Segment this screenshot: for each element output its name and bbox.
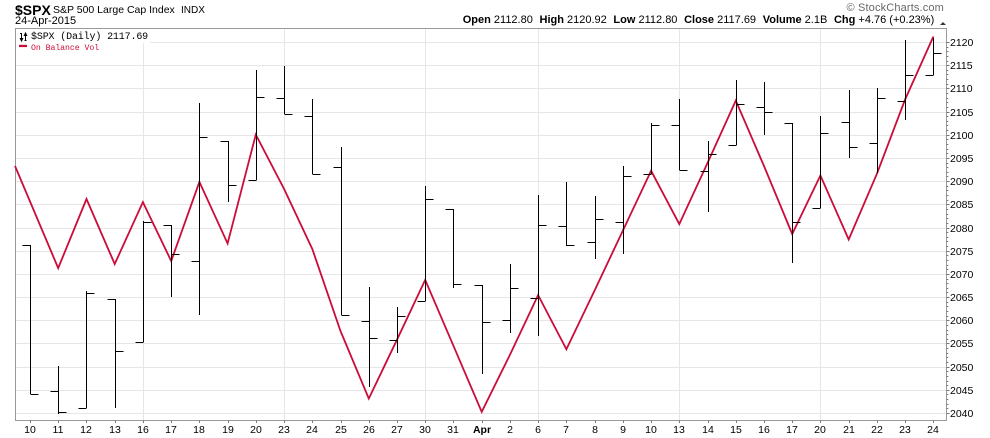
svg-text:2115: 2115	[950, 60, 973, 72]
svg-text:2055: 2055	[950, 338, 974, 350]
svg-text:2065: 2065	[950, 292, 974, 304]
svg-text:30: 30	[419, 424, 431, 436]
svg-text:2070: 2070	[950, 269, 974, 281]
svg-text:11: 11	[53, 424, 64, 436]
svg-text:14: 14	[702, 424, 714, 436]
svg-text:17: 17	[165, 424, 177, 436]
svg-text:9: 9	[620, 424, 626, 436]
svg-text:20: 20	[250, 424, 262, 436]
svg-text:8: 8	[592, 424, 598, 436]
svg-text:2120: 2120	[950, 37, 974, 49]
svg-text:12: 12	[80, 424, 92, 436]
svg-text:13: 13	[673, 424, 685, 436]
svg-text:10: 10	[645, 424, 657, 436]
svg-text:19: 19	[222, 424, 234, 436]
svg-text:13: 13	[109, 424, 121, 436]
svg-text:2040: 2040	[950, 408, 974, 420]
svg-text:26: 26	[363, 424, 375, 436]
svg-text:22: 22	[871, 424, 883, 436]
svg-text:7: 7	[563, 424, 569, 436]
svg-text:23: 23	[899, 424, 911, 436]
svg-text:24: 24	[306, 424, 318, 436]
svg-text:16: 16	[137, 424, 149, 436]
svg-text:$SPX (Daily) 2117.69: $SPX (Daily) 2117.69	[31, 31, 148, 43]
svg-text:23: 23	[278, 424, 290, 436]
svg-text:20: 20	[814, 424, 826, 436]
svg-text:On Balance Vol: On Balance Vol	[31, 43, 99, 53]
svg-text:2105: 2105	[950, 107, 974, 119]
svg-text:2080: 2080	[950, 223, 974, 235]
svg-text:31: 31	[447, 424, 459, 436]
svg-text:17: 17	[786, 424, 798, 436]
svg-text:2100: 2100	[950, 130, 974, 142]
svg-text:24: 24	[927, 424, 939, 436]
svg-text:25: 25	[335, 424, 347, 436]
svg-text:2045: 2045	[950, 385, 974, 397]
svg-text:2090: 2090	[950, 176, 974, 188]
svg-text:2: 2	[507, 424, 513, 436]
svg-text:6: 6	[535, 424, 541, 436]
svg-text:16: 16	[758, 424, 770, 436]
svg-text:2110: 2110	[950, 83, 973, 95]
svg-text:Apr: Apr	[473, 424, 491, 436]
svg-text:2095: 2095	[950, 153, 974, 165]
svg-text:18: 18	[193, 424, 205, 436]
svg-text:2085: 2085	[950, 199, 974, 211]
svg-text:10: 10	[24, 424, 36, 436]
svg-text:15: 15	[730, 424, 742, 436]
svg-text:27: 27	[391, 424, 403, 436]
svg-text:2050: 2050	[950, 362, 974, 374]
svg-text:2060: 2060	[950, 315, 974, 327]
svg-text:21: 21	[843, 424, 855, 436]
svg-text:2075: 2075	[950, 246, 974, 258]
